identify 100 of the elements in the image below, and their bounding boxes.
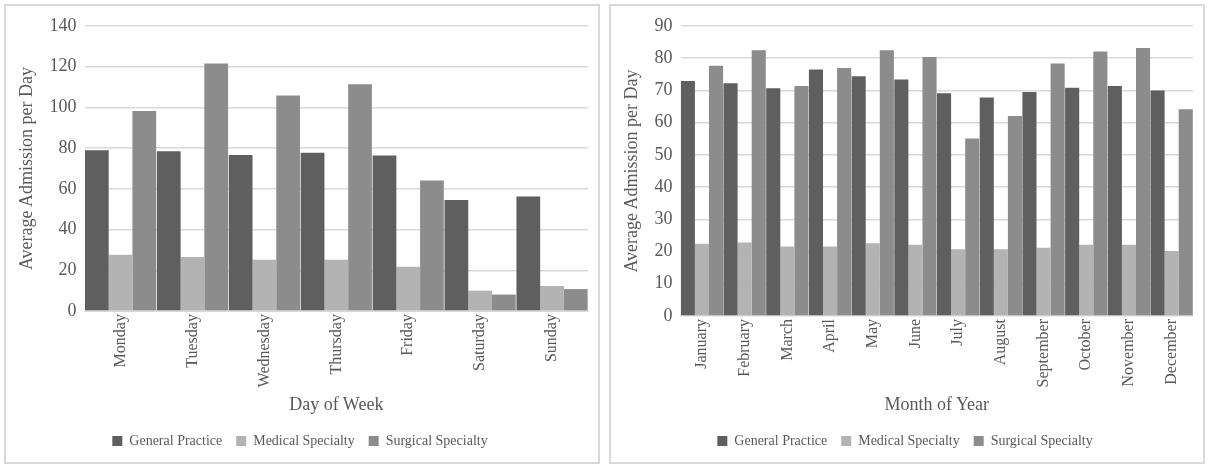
bar: [348, 84, 372, 311]
bar: [737, 242, 752, 316]
bar: [823, 246, 838, 316]
bar: [180, 257, 205, 311]
bar: [396, 266, 421, 311]
bar: [108, 254, 133, 311]
bar: [444, 199, 469, 311]
bar: [851, 76, 866, 316]
bar: [951, 249, 966, 316]
x-tick-label: August: [991, 318, 1010, 366]
bar: [1079, 244, 1094, 316]
bar: [1036, 247, 1051, 316]
bar: [1107, 85, 1122, 316]
x-tick-label: Tuesday: [182, 314, 201, 368]
bar: [1065, 87, 1080, 316]
bar: [709, 65, 724, 316]
y-tick-label: 80: [654, 46, 673, 67]
bar: [491, 294, 516, 311]
y-tick-label: 60: [654, 111, 673, 132]
y-tick-label: 50: [654, 143, 673, 164]
y-tick-label: 120: [49, 55, 77, 76]
x-tick-label: November: [1119, 318, 1137, 387]
x-tick-label: February: [734, 318, 753, 377]
bar: [228, 154, 253, 311]
bar: [794, 85, 809, 316]
x-tick-label: Friday: [398, 314, 417, 356]
bar: [1135, 47, 1151, 316]
x-tick-label: Sunday: [542, 314, 561, 363]
legend-label: Medical Specialty: [253, 432, 355, 448]
bar: [1178, 109, 1193, 316]
x-tick-label: March: [777, 318, 795, 361]
bar: [420, 180, 444, 311]
bar: [922, 56, 937, 316]
x-tick-label: Monday: [110, 314, 129, 368]
y-tick-label: 40: [654, 175, 673, 196]
bar: [1150, 90, 1165, 316]
legend-label: General Practice: [129, 432, 223, 448]
bar: [540, 286, 564, 311]
bar: [276, 95, 300, 311]
x-tick-label: Saturday: [470, 314, 489, 371]
x-tick-label: July: [948, 318, 967, 346]
bar: [865, 243, 880, 316]
bar: [879, 50, 894, 316]
bar: [156, 151, 181, 311]
x-axis-title: Day of Week: [289, 393, 384, 414]
bar: [937, 93, 952, 316]
y-tick-label: 30: [654, 208, 673, 229]
x-tick-label: October: [1076, 318, 1094, 371]
y-axis-title: Average Admission per Day: [15, 66, 36, 271]
legend-label: General Practice: [734, 432, 828, 448]
y-tick-label: 100: [49, 96, 77, 117]
bar: [1022, 92, 1037, 316]
bar: [132, 111, 157, 311]
y-tick-label: 80: [58, 136, 77, 157]
legend-label: Medical Specialty: [858, 432, 960, 448]
bar: [1164, 250, 1179, 316]
y-tick-label: 140: [49, 14, 77, 35]
y-tick-label: 20: [654, 240, 673, 261]
y-tick-label: 0: [663, 304, 673, 325]
bar: [680, 81, 695, 316]
bar: [694, 243, 709, 316]
bar: [468, 290, 492, 311]
bar: [808, 69, 824, 316]
x-tick-label: Thursday: [326, 314, 345, 375]
x-tick-label: Wednesday: [254, 314, 273, 388]
bar: [993, 249, 1008, 316]
bar: [723, 83, 738, 316]
y-tick-label: 60: [58, 177, 77, 198]
bar: [1121, 244, 1136, 316]
bar: [252, 259, 277, 311]
x-tick-label: April: [820, 318, 839, 353]
y-tick-label: 0: [67, 299, 77, 320]
y-tick-label: 40: [58, 218, 77, 239]
bar: [324, 259, 349, 311]
bar: [780, 246, 795, 316]
bar: [751, 50, 766, 316]
bar: [837, 67, 852, 316]
x-tick-label: December: [1161, 318, 1179, 385]
legend-label: Surgical Specialty: [385, 432, 488, 448]
bar: [908, 244, 923, 316]
bar: [204, 63, 229, 311]
bar: [1093, 51, 1108, 316]
x-tick-label: May: [862, 318, 881, 349]
bar: [1007, 115, 1022, 316]
y-tick-label: 70: [654, 79, 673, 100]
bar: [979, 97, 994, 316]
bar: [516, 196, 541, 311]
bar: [1050, 63, 1065, 316]
x-tick-label: January: [692, 318, 711, 369]
bar: [965, 138, 980, 316]
x-tick-label: June: [905, 318, 923, 349]
y-axis-title: Average Admission per Day: [620, 69, 641, 273]
y-tick-label: 20: [58, 259, 77, 280]
bar: [300, 152, 325, 311]
y-tick-label: 10: [654, 272, 673, 293]
legend-label: Surgical Specialty: [990, 432, 1093, 448]
bar: [563, 289, 588, 311]
bar: [84, 150, 109, 311]
bar: [894, 79, 909, 316]
y-tick-label: 90: [654, 14, 673, 35]
